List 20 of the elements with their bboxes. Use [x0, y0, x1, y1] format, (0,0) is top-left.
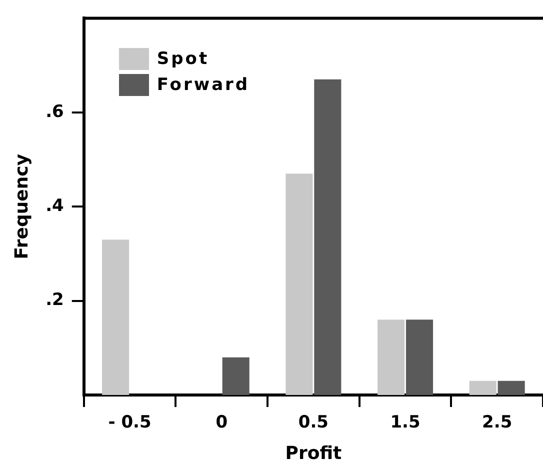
x-tick-label: - 0.5 — [108, 412, 152, 433]
legend-label: Forward — [156, 74, 250, 98]
bar — [102, 240, 130, 395]
bar — [498, 380, 525, 395]
x-tick-label: 0.5 — [298, 412, 329, 433]
bar — [222, 357, 250, 395]
y-tick-label: .2 — [46, 290, 64, 310]
bar — [286, 174, 313, 395]
bar — [378, 320, 405, 395]
y-axis-title: Frequency — [11, 154, 32, 260]
x-tick-label: 1.5 — [390, 412, 420, 433]
x-axis-title: Profit — [285, 442, 342, 464]
legend-label: Spot — [156, 48, 210, 72]
bar — [314, 79, 342, 395]
x-tick-label: 0 — [216, 412, 228, 433]
y-tick-label: .6 — [46, 102, 64, 122]
bar — [469, 380, 496, 395]
x-tick-label: 2.5 — [482, 412, 512, 433]
y-tick-label: .4 — [46, 196, 64, 216]
bar — [406, 320, 434, 395]
